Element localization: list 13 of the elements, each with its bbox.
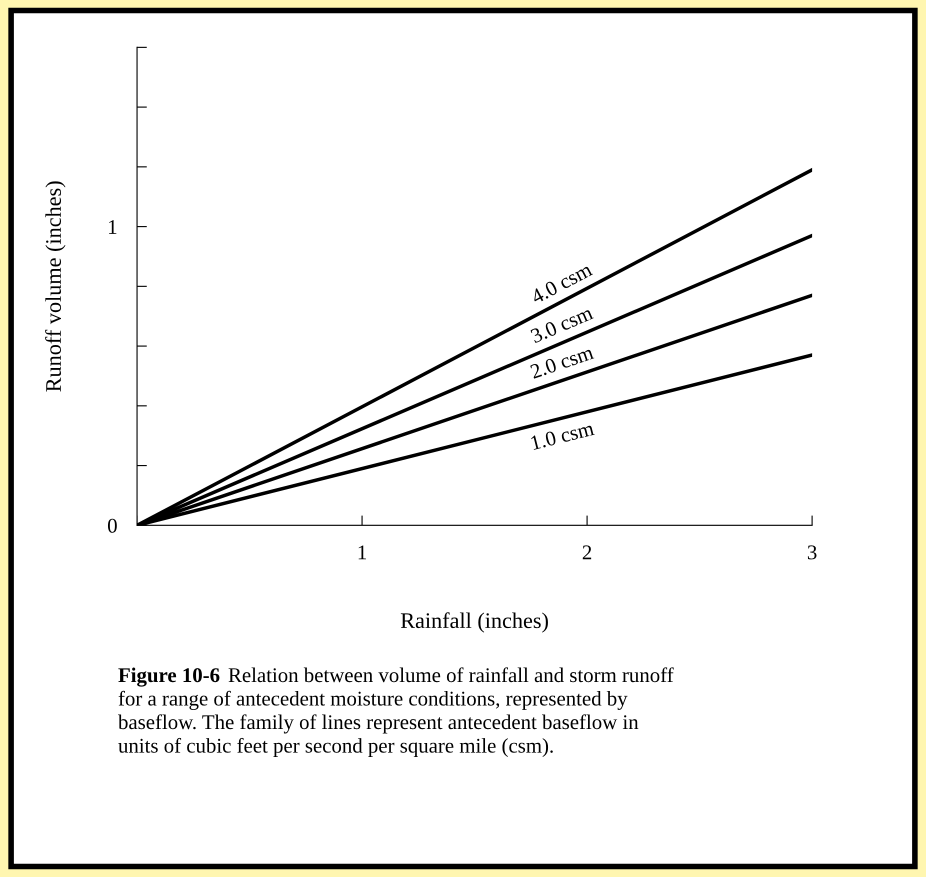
text: 1.0 csm bbox=[530, 421, 595, 450]
text: 2.0 csm bbox=[530, 345, 594, 379]
y-axis-title: Runoff volume (inches) bbox=[45, 181, 66, 392]
x-tick-label: 2 bbox=[582, 545, 592, 560]
y-tick-label: 0 bbox=[108, 518, 117, 533]
text: for a range of antecedent moisture conditions, represented by baseflow. The family of lines represent antecedent baseflow in units of cubic feet per second per square mile (csm). bbox=[118, 690, 638, 757]
text: 3.0 csm bbox=[530, 305, 594, 344]
x-tick-label: 3 bbox=[808, 545, 816, 560]
text: 4.0 csm bbox=[530, 262, 594, 304]
x-axis-title: Rainfall (inches) bbox=[400, 612, 548, 633]
caption: Figure 10-6 bbox=[118, 668, 220, 687]
x-tick-label: 1 bbox=[358, 545, 366, 560]
text: Relation between volume of rainfall and storm runoff bbox=[228, 667, 674, 682]
